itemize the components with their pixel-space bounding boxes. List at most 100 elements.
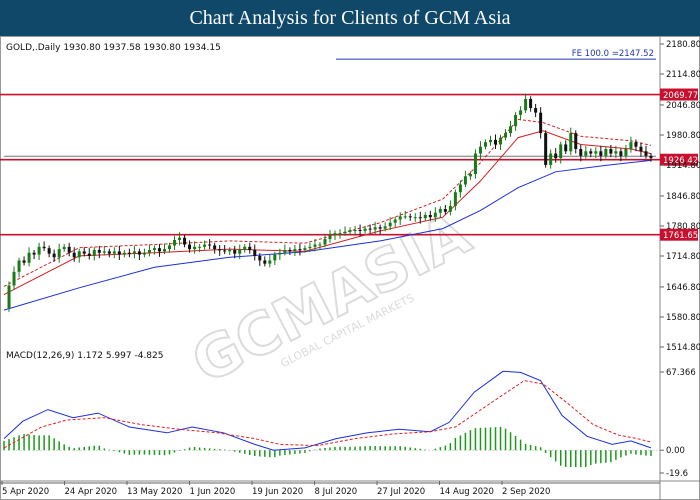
level-tag (660, 153, 698, 166)
candle-body (544, 133, 548, 165)
price-candle (183, 234, 187, 248)
candle-body (614, 151, 618, 154)
price-candle (408, 213, 412, 221)
candle-body (27, 252, 31, 263)
price-candle (32, 250, 36, 260)
price-candle (173, 235, 177, 251)
candle-body (157, 248, 161, 252)
price-candle (644, 145, 648, 159)
chart-frame (0, 36, 700, 500)
candle-body (42, 246, 46, 249)
time-tick-label: 24 Apr 2020 (65, 487, 118, 497)
fe-level-label: FE 100.0 =2147.52 (572, 49, 654, 59)
envelope-line (3, 118, 652, 287)
price-candle (423, 212, 427, 221)
price-candle (438, 206, 442, 219)
price-candle (609, 144, 613, 158)
candle-body (559, 144, 563, 159)
price-candle (238, 244, 242, 260)
price-candle (233, 245, 237, 259)
price-candle (318, 241, 322, 251)
price-candle (554, 148, 558, 163)
price-candle (348, 227, 352, 236)
price-candle (157, 244, 161, 257)
price-candle (499, 134, 503, 150)
price-candle (584, 145, 588, 159)
macd-tick-label: 67.366 (666, 368, 696, 378)
candle-body (388, 222, 392, 227)
macd-label: MACD(12,26,9) 1.172 5.997 -4.825 (6, 351, 163, 361)
candle-body (488, 139, 492, 143)
candle-body (183, 237, 187, 245)
candle-body (438, 209, 442, 213)
level-label: 1926.42 (663, 156, 698, 166)
candle-body (428, 214, 432, 218)
price-tick-label: 1846.80 (666, 192, 700, 202)
candle-body (12, 271, 16, 286)
time-tick-label: 2 Sep 2020 (502, 487, 550, 497)
price-candle (77, 248, 81, 263)
price-candle (198, 244, 202, 253)
price-candle (524, 93, 528, 114)
candle-body (273, 254, 277, 261)
candle-body (152, 248, 156, 251)
price-tick-label: 1914.80 (666, 161, 700, 171)
candle-body (198, 246, 202, 248)
candle-body (253, 250, 257, 256)
candle-body (308, 246, 312, 249)
candle-body (398, 216, 402, 220)
price-candle (62, 244, 66, 252)
price-candle (388, 217, 392, 230)
price-candle (509, 120, 513, 137)
candle-body (453, 192, 457, 206)
candle-body (278, 252, 282, 255)
candle-body (574, 133, 578, 150)
candle-body (463, 176, 467, 185)
candle-body (263, 260, 267, 264)
price-candle (168, 242, 172, 253)
price-candle (22, 256, 26, 266)
candle-body (343, 231, 347, 234)
price-candle (107, 248, 111, 258)
candle-body (554, 153, 558, 159)
candle-body (378, 227, 382, 229)
price-candle (443, 204, 447, 215)
candle-body (473, 153, 477, 175)
candle-body (147, 250, 151, 253)
candle-body (238, 250, 242, 254)
candle-body (203, 244, 207, 247)
price-candle (112, 247, 116, 259)
price-candle (97, 245, 101, 259)
candle-body (47, 248, 51, 254)
candle-body (62, 246, 66, 250)
macd-signal-line (3, 380, 652, 449)
price-candle (504, 128, 508, 141)
price-candle (619, 148, 623, 162)
candle-body (333, 233, 337, 236)
candle-body (584, 151, 588, 156)
candle-body (52, 253, 56, 258)
price-candle (7, 281, 11, 312)
price-candle (519, 106, 523, 121)
candle-body (102, 251, 106, 253)
candle-body (77, 251, 81, 258)
price-candle (17, 257, 21, 278)
candle-body (283, 250, 287, 253)
candle-body (468, 174, 472, 177)
time-tick-label: 13 May 2020 (127, 487, 182, 497)
price-candle (549, 149, 553, 169)
candle-body (363, 228, 367, 231)
price-candle (373, 221, 377, 235)
candle-body (258, 255, 262, 261)
ma-slow-line (3, 159, 652, 311)
candle-body (609, 149, 613, 154)
candle-body (579, 149, 583, 156)
price-tick-label: 1980.80 (666, 131, 700, 141)
price-tick-label: 1580.80 (666, 313, 700, 323)
price-candle (132, 245, 136, 259)
price-candle (363, 225, 367, 234)
candle-body (403, 216, 407, 218)
price-candle (308, 242, 312, 252)
candle-body (594, 151, 598, 154)
candle-body (649, 155, 653, 159)
